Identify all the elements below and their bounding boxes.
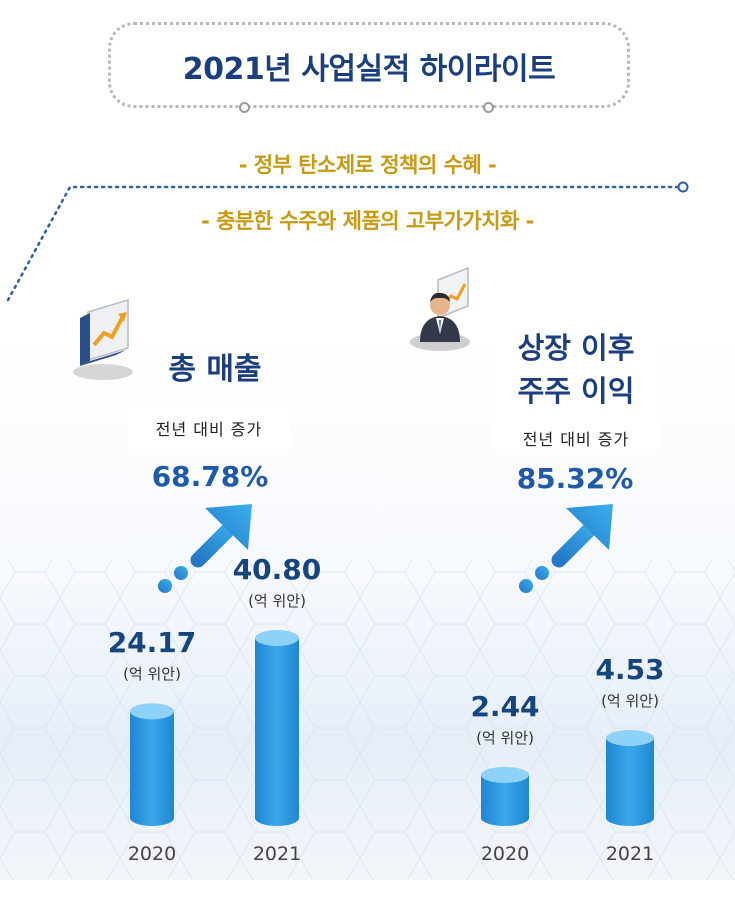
bar-body <box>606 738 654 826</box>
frame-knob-left <box>239 102 250 113</box>
growth-arrow-icon <box>519 504 613 593</box>
bar-top <box>606 730 654 746</box>
value-label: 4.53 <box>595 653 665 686</box>
bar-body <box>255 638 299 826</box>
chart-growth-icon <box>73 298 133 380</box>
unit-label: (억 위안) <box>248 592 306 610</box>
subtitle-orders: - 충분한 수주와 제품의 고부가가치화 - <box>201 209 534 233</box>
growth-label-bg-left <box>128 408 290 450</box>
connector-end-dot <box>677 181 689 193</box>
businessman-chart-icon <box>410 266 470 351</box>
growth-label-right: 전년 대비 증가 <box>522 430 630 449</box>
bar-body <box>481 774 529 826</box>
growth-value-right: 85.32% <box>516 462 634 495</box>
chart-title-shareholder-profit-line1: 상장 이후 <box>517 331 635 365</box>
bar-1-2021 <box>606 730 654 826</box>
unit-label: (억 위안) <box>476 728 534 747</box>
year-label: 2021 <box>252 843 302 865</box>
bar-top <box>130 703 174 720</box>
bars-layer <box>130 630 654 826</box>
bar-body <box>130 711 174 826</box>
year-label: 2020 <box>127 843 177 865</box>
year-label: 2021 <box>605 843 655 865</box>
chart-title-total-sales: 총 매출 <box>168 352 262 387</box>
bar-0-2020 <box>130 703 174 826</box>
hexagon-pattern <box>0 560 735 880</box>
value-label: 2.44 <box>470 689 540 723</box>
subtitle-policy: - 정부 탄소제로 정책의 수혜 - <box>238 153 497 177</box>
unit-label: (억 위안) <box>601 692 659 710</box>
growth-value-left: 68.78% <box>151 460 269 493</box>
bar-1-2020 <box>481 766 529 826</box>
growth-label-left: 전년 대비 증가 <box>155 420 263 439</box>
value-label: 40.80 <box>232 553 322 586</box>
bar-0-2021 <box>255 630 299 826</box>
value-label: 24.17 <box>107 626 197 660</box>
year-label: 2020 <box>480 843 530 865</box>
growth-label-bg-right <box>492 318 660 450</box>
page-title: 2021년 사업실적 하이라이트 <box>182 52 556 87</box>
growth-arrow-icon <box>158 504 252 593</box>
title-frame <box>108 22 630 108</box>
bar-top <box>255 630 299 646</box>
chart-title-shareholder-profit-line2: 주주 이익 <box>517 374 635 408</box>
bar-top <box>481 766 529 783</box>
frame-knob-right <box>483 102 494 113</box>
dotted-connector-line <box>6 185 682 302</box>
unit-label: (억 위안) <box>123 665 181 684</box>
